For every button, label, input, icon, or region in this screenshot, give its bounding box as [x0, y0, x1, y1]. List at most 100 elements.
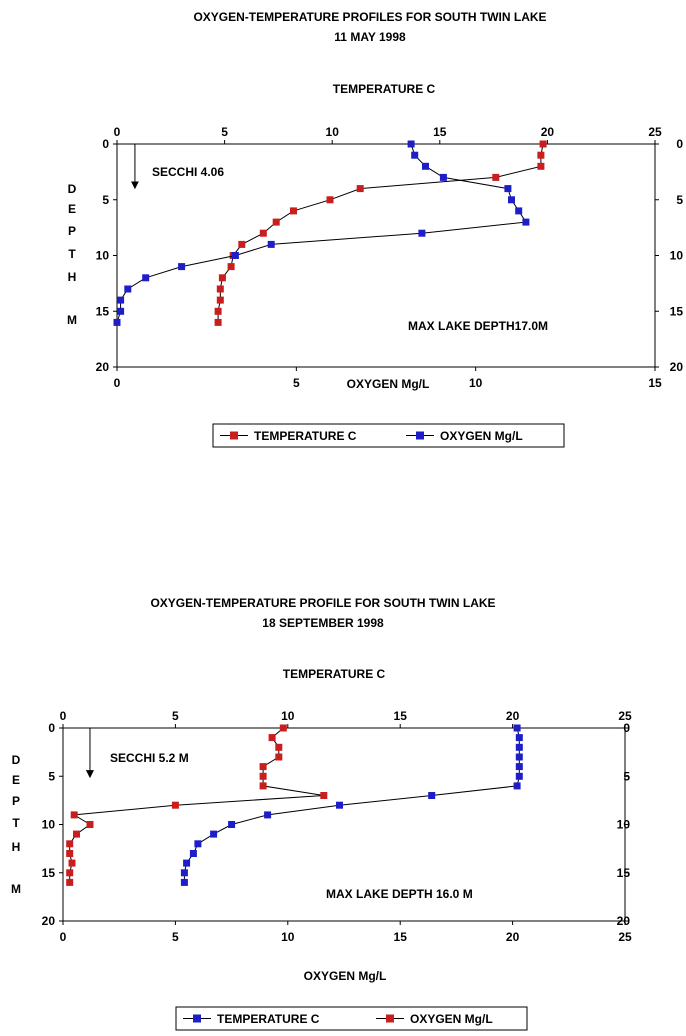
chart-1-temperature-point — [539, 140, 547, 148]
chart-2-top-tick-label: 0 — [60, 709, 67, 723]
chart-2-depth-letter: H — [12, 840, 21, 854]
chart-1-left-tick-label: 15 — [96, 304, 110, 318]
chart-2-right-tick-label: 15 — [617, 866, 631, 880]
chart-1-oxygen-point — [508, 196, 515, 204]
chart-1-legend: TEMPERATURE C OXYGEN Mg/L — [212, 423, 565, 448]
chart-1-right-tick-label: 0 — [676, 137, 683, 151]
chart-2-legend-swatch-temperature — [183, 1014, 211, 1023]
chart-2-temperature-point — [336, 801, 343, 809]
chart-2-oxygen-point — [70, 811, 78, 819]
chart-2-left-tick-label: 10 — [42, 818, 56, 832]
chart-2-temperature-point — [180, 869, 188, 877]
chart-2-oxygen-line — [69, 727, 324, 883]
chart-1-temperature-point — [259, 229, 267, 237]
chart-1-top-tick-label: 10 — [326, 125, 340, 139]
chart-1-legend-swatch-temperature — [220, 431, 248, 440]
chart-2-depth-letter: P — [12, 794, 20, 808]
chart-1-depth-letter: T — [68, 247, 76, 261]
chart-1-depth-letter: H — [68, 270, 77, 284]
chart-1-legend-box — [212, 423, 565, 448]
chart-1-temperature-point — [216, 296, 224, 304]
chart-2-oxygen-point — [171, 801, 179, 809]
chart-1-temperature-point — [537, 162, 545, 170]
chart-2-oxygen-point — [259, 772, 267, 780]
chart-2-oxygen-point — [68, 859, 76, 867]
chart-2-left-tick-label: 0 — [48, 721, 55, 735]
chart-2-depth-label: D E P T H M — [11, 753, 21, 896]
chart-2-temperature-point — [180, 878, 188, 886]
chart-1-temperature-point — [218, 274, 226, 282]
chart-1-top-tick-label: 5 — [221, 125, 228, 139]
chart-2-bottom-axis-label: OXYGEN Mg/L — [304, 969, 387, 983]
chart-1-temperature-point — [290, 207, 297, 215]
chart-1-oxygen-point — [418, 229, 426, 237]
chart-1-left-tick-label: 0 — [102, 137, 109, 151]
chart-1-oxygen-point — [411, 151, 419, 159]
chart-1-right-tick-label: 20 — [670, 360, 684, 374]
chart-1-oxygen-point — [117, 307, 125, 315]
chart-1-top-axis-label: TEMPERATURE C — [333, 82, 436, 96]
chart-1-temperature-point — [272, 218, 280, 226]
chart-2-oxygen-point — [66, 840, 74, 848]
chart-2-depth-letter: E — [12, 773, 20, 787]
chart-1-depth-label: D E P T H M — [67, 182, 77, 327]
chart-2-legend-box — [175, 1006, 528, 1031]
chart-1-legend-label-temperature: TEMPERATURE C — [254, 429, 357, 443]
chart-2-max-depth-annotation: MAX LAKE DEPTH 16.0 M — [326, 887, 473, 901]
chart-2-depth-letter: M — [11, 882, 21, 896]
chart-2-temperature-line — [183, 727, 520, 883]
chart-2-legend-swatch-oxygen — [376, 1014, 404, 1023]
chart-2-oxygen-point — [259, 763, 267, 771]
chart-1-oxygen-point — [117, 296, 125, 304]
chart-2-temperature-point — [515, 753, 523, 761]
chart-2: OXYGEN-TEMPERATURE PROFILE FOR SOUTH TWI… — [11, 596, 632, 1031]
chart-2-temperature-point — [189, 850, 197, 857]
chart-1-bottom-tick-label: 5 — [293, 376, 300, 390]
chart-2-oxygen-point — [259, 782, 267, 790]
chart-2-oxygen-point — [275, 753, 283, 761]
chart-2-legend: TEMPERATURE C OXYGEN Mg/L — [175, 1006, 528, 1031]
chart-2-temperature-point — [194, 840, 202, 848]
chart-1-oxygen-point — [522, 218, 530, 226]
chart-2-oxygen-point — [268, 734, 276, 742]
chart-2-oxygen-point — [73, 830, 80, 838]
chart-2-oxygen-point — [66, 878, 74, 886]
chart-1-secchi-annotation: SECCHI 4.06 — [152, 165, 224, 179]
chart-2-left-tick-label: 5 — [48, 769, 55, 783]
chart-1-top-tick-label: 25 — [648, 125, 662, 139]
chart-2-top-tick-label: 10 — [281, 709, 295, 723]
chart-2-top-tick-label: 15 — [394, 709, 408, 723]
chart-1-temperature-point — [227, 263, 235, 271]
chart-2-top-axis-label: TEMPERATURE C — [283, 667, 386, 681]
chart-1-oxygen-point — [267, 240, 275, 248]
chart-1-temperature-point — [492, 173, 500, 181]
chart-1-bottom-axis-label: OXYGEN Mg/L — [347, 377, 430, 391]
chart-1-max-depth-annotation: MAX LAKE DEPTH17.0M — [408, 319, 548, 333]
chart-1-left-tick-label: 10 — [96, 249, 110, 263]
chart-2-oxygen-point — [66, 869, 74, 877]
chart-1-depth-letter: P — [68, 224, 76, 238]
chart-1-oxygen-point — [504, 185, 512, 193]
chart-1-oxygen-point — [178, 263, 186, 271]
chart-1-top-tick-label: 20 — [541, 125, 555, 139]
chart-1-temperature-point — [216, 285, 224, 293]
chart-2-right-tick-label: 20 — [617, 914, 631, 928]
chart-1-oxygen-point — [439, 173, 447, 181]
chart-2-temperature-point — [515, 772, 523, 780]
chart-2-temperature-point — [513, 724, 521, 732]
chart-2-temperature-point — [183, 859, 191, 867]
chart-1-legend-swatch-oxygen — [406, 431, 434, 440]
chart-2-legend-label-temperature: TEMPERATURE C — [217, 1012, 320, 1026]
chart-1-temperature-point — [238, 240, 246, 248]
chart-1-oxygen-point — [422, 162, 429, 170]
chart-1-temperature-point — [356, 185, 364, 193]
chart-1-oxygen-point — [113, 318, 121, 326]
chart-2-oxygen-point — [86, 821, 94, 828]
chart-1-temperature-point — [326, 196, 334, 204]
chart-2-top-tick-label: 5 — [172, 709, 179, 723]
chart-2-left-tick-label: 15 — [42, 866, 56, 880]
chart-2-top-tick-label: 25 — [618, 709, 632, 723]
chart-2-depth-letter: T — [12, 816, 20, 830]
